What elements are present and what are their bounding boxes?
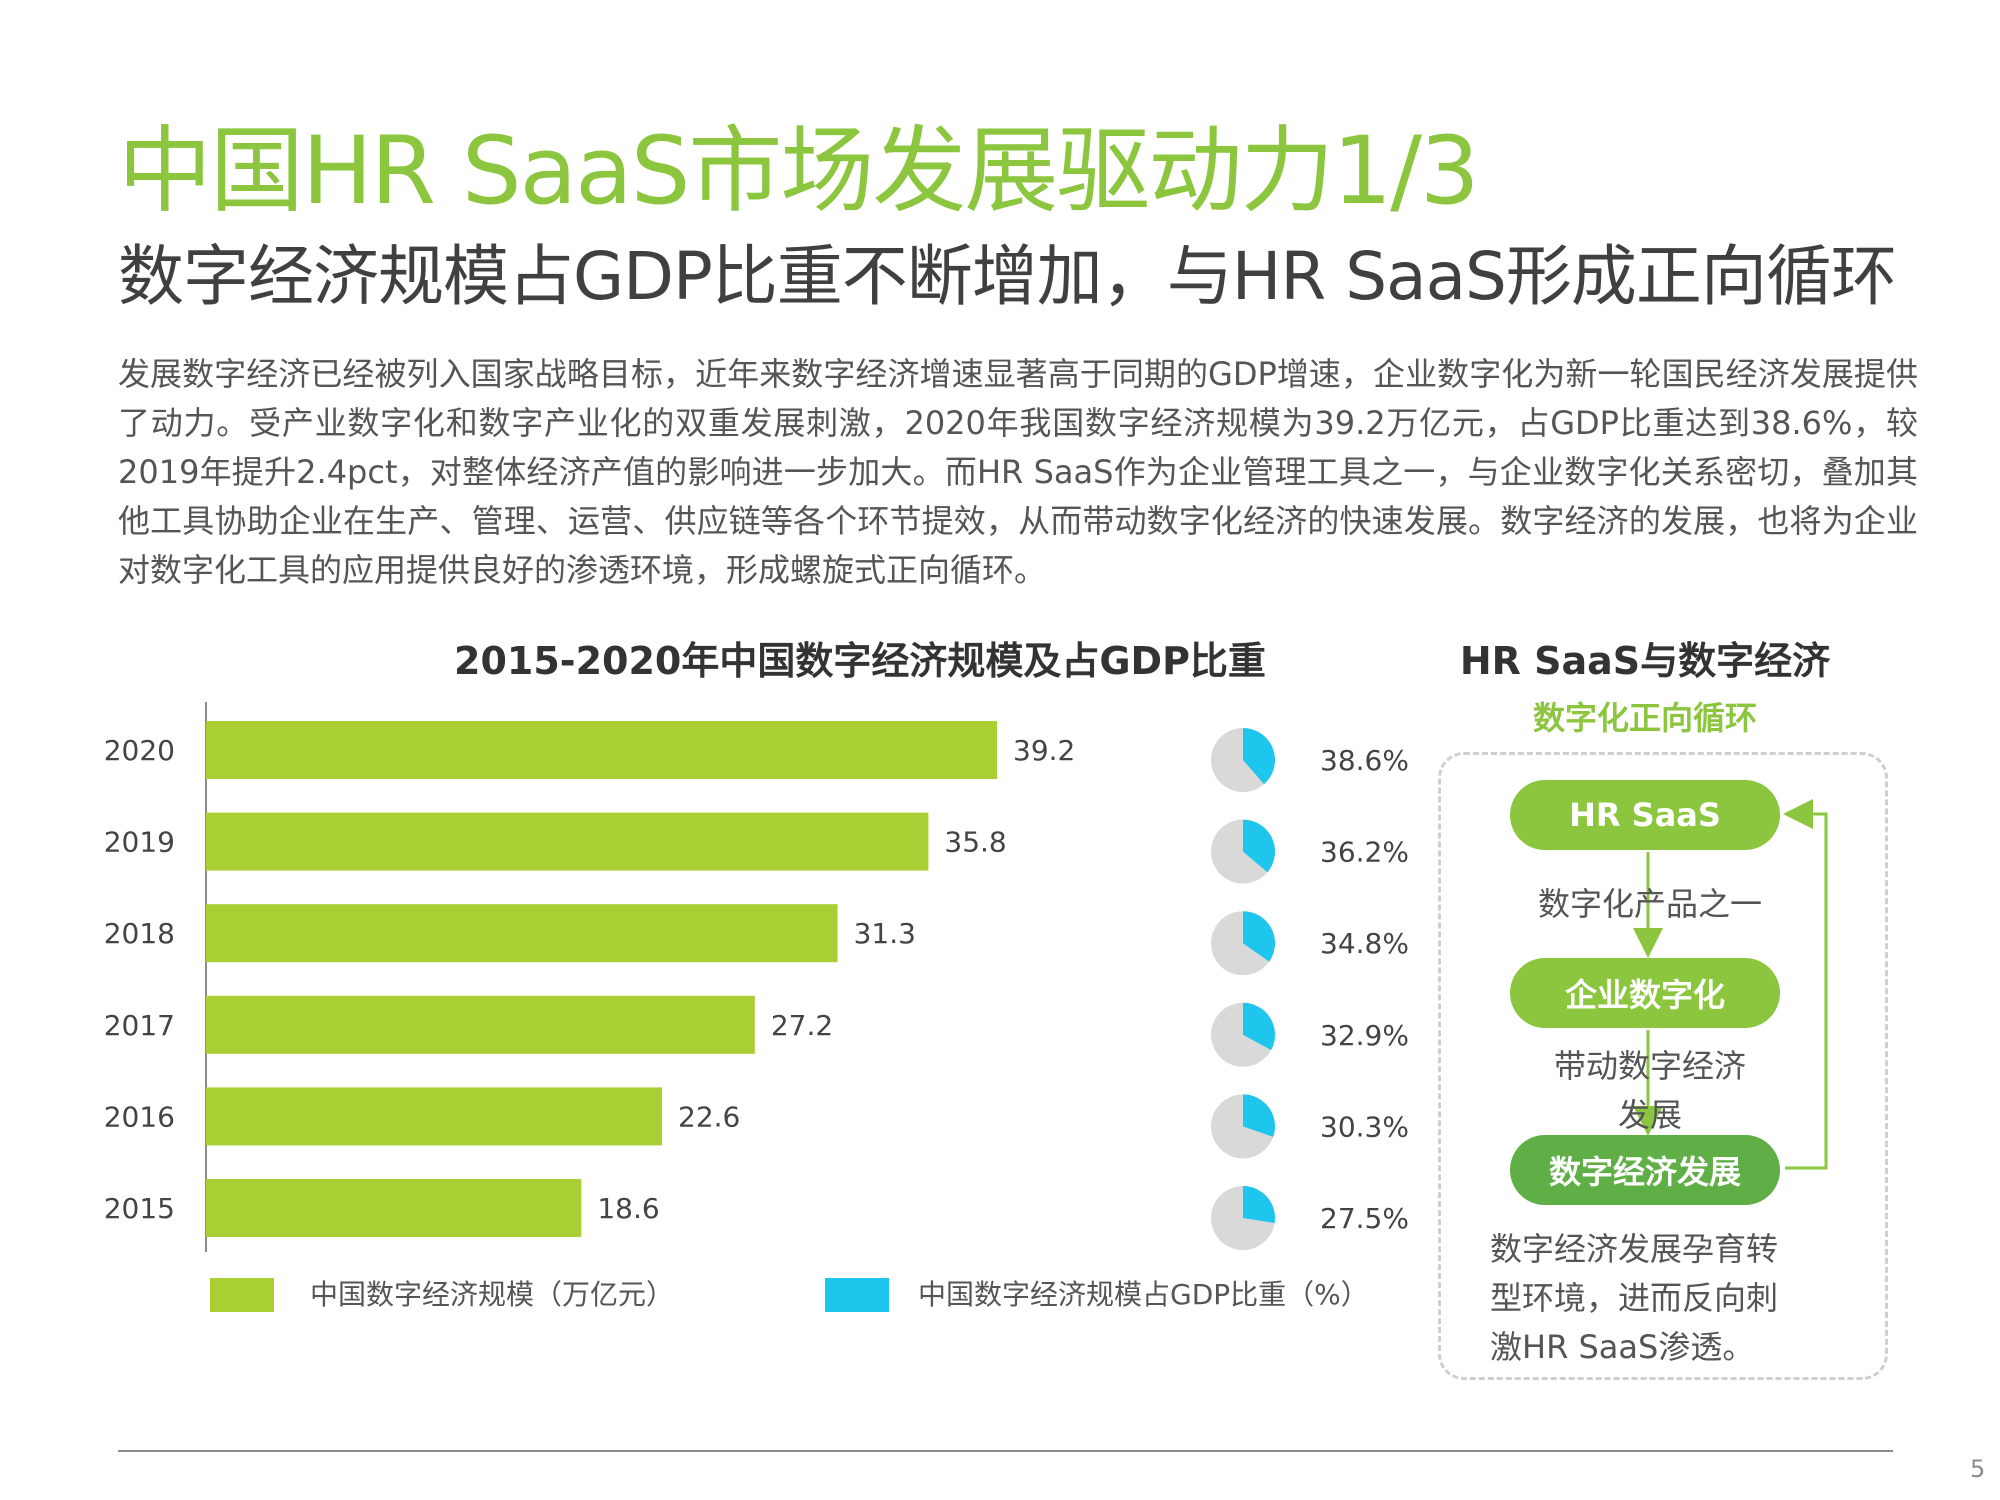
cycle-panel bbox=[1438, 752, 1888, 1380]
y-tick-label: 2020 bbox=[104, 734, 175, 767]
bar-data-label: 18.6 bbox=[597, 1192, 659, 1225]
pie-data-label: 34.8% bbox=[1320, 927, 1409, 960]
pie-data-label: 30.3% bbox=[1320, 1110, 1409, 1143]
legend-label-share: 中国数字经济规模占GDP比重（%） bbox=[918, 1278, 1369, 1311]
edge-label-drive-economy: 带动数字经济 发展 bbox=[1520, 1042, 1780, 1140]
cycle-title: HR SaaS与数字经济 bbox=[1459, 639, 1831, 683]
cycle-note-line: 激HR SaaS渗透。 bbox=[1490, 1328, 1755, 1366]
y-tick-label: 2019 bbox=[104, 826, 175, 859]
bar-data-label: 31.3 bbox=[854, 917, 916, 950]
bar-data-label: 35.8 bbox=[944, 826, 1006, 859]
edge-label-product: 数字化产品之一 bbox=[1537, 885, 1762, 923]
cycle-note-line: 数字经济发展孕育转 bbox=[1490, 1230, 1779, 1268]
pie-slice bbox=[1243, 819, 1276, 873]
pie-data-label: 38.6% bbox=[1320, 744, 1409, 777]
bar-data-label: 39.2 bbox=[1013, 734, 1075, 767]
bar bbox=[206, 904, 838, 963]
pie-data-label: 27.5% bbox=[1320, 1202, 1409, 1235]
y-tick-label: 2016 bbox=[104, 1100, 175, 1133]
pie-slice bbox=[1243, 1094, 1276, 1137]
pie-slice bbox=[1243, 1186, 1276, 1224]
y-tick-label: 2018 bbox=[104, 917, 175, 950]
legend-swatch-share bbox=[825, 1278, 889, 1312]
pie-data-label: 36.2% bbox=[1320, 836, 1409, 869]
chart-title: 2015-2020年中国数字经济规模及占GDP比重 bbox=[454, 639, 1266, 683]
page-title: 中国HR SaaS市场发展驱动力1/3 bbox=[118, 117, 1480, 226]
legend-swatch-scale bbox=[210, 1278, 274, 1312]
cycle-note: 数字经济发展孕育转 型环境，进而反向刺 激HR SaaS渗透。 bbox=[1490, 1225, 1820, 1372]
pie-slice bbox=[1243, 911, 1275, 962]
cycle-arrows bbox=[1633, 799, 1828, 1170]
pie-slice bbox=[1243, 728, 1275, 785]
bar bbox=[206, 995, 755, 1054]
legend-label-scale: 中国数字经济规模（万亿元） bbox=[310, 1278, 675, 1311]
bar bbox=[206, 721, 997, 779]
chart-layer: 2020 39.2 38.6% 2019 35.8 36.2% 2018 31.3 34.8% 2… bbox=[104, 702, 1409, 1252]
cycle-note-line: 型环境，进而反向刺 bbox=[1490, 1279, 1779, 1317]
cycle-subtitle: 数字化正向循环 bbox=[1532, 699, 1757, 737]
node-hr-saas: HR SaaS bbox=[1510, 780, 1780, 850]
pie-data-label: 32.9% bbox=[1320, 1019, 1409, 1052]
intro-paragraph: 发展数字经济已经被列入国家战略目标，近年来数字经济增速显著高于同期的GDP增速，… bbox=[118, 355, 1918, 589]
bar-pie-chart: 2020 39.2 38.6% 2019 35.8 36.2% 2018 31.3 34.8% 2… bbox=[104, 702, 1409, 1252]
edge-label-line: 发展 bbox=[1617, 1096, 1682, 1134]
bar bbox=[206, 1179, 582, 1237]
bar-data-label: 27.2 bbox=[771, 1009, 833, 1042]
page-subtitle: 数字经济规模占GDP比重不断增加，与HR SaaS形成正向循环 bbox=[118, 238, 1897, 315]
edge-label-line: 带动数字经济 bbox=[1553, 1047, 1746, 1085]
footer-rule bbox=[118, 1450, 1893, 1452]
bar bbox=[206, 812, 929, 871]
arrow-economy-to-hrsaas bbox=[1783, 799, 1828, 1170]
node-digital-economy: 数字经济发展 bbox=[1510, 1135, 1780, 1205]
pie-slice bbox=[1243, 1002, 1275, 1051]
node-enterprise-digitalization: 企业数字化 bbox=[1510, 958, 1780, 1028]
y-tick-label: 2015 bbox=[104, 1192, 175, 1225]
bar-data-label: 22.6 bbox=[678, 1100, 740, 1133]
page-number: 5 bbox=[1970, 1455, 1986, 1483]
bar bbox=[206, 1087, 663, 1146]
y-tick-label: 2017 bbox=[104, 1009, 175, 1042]
